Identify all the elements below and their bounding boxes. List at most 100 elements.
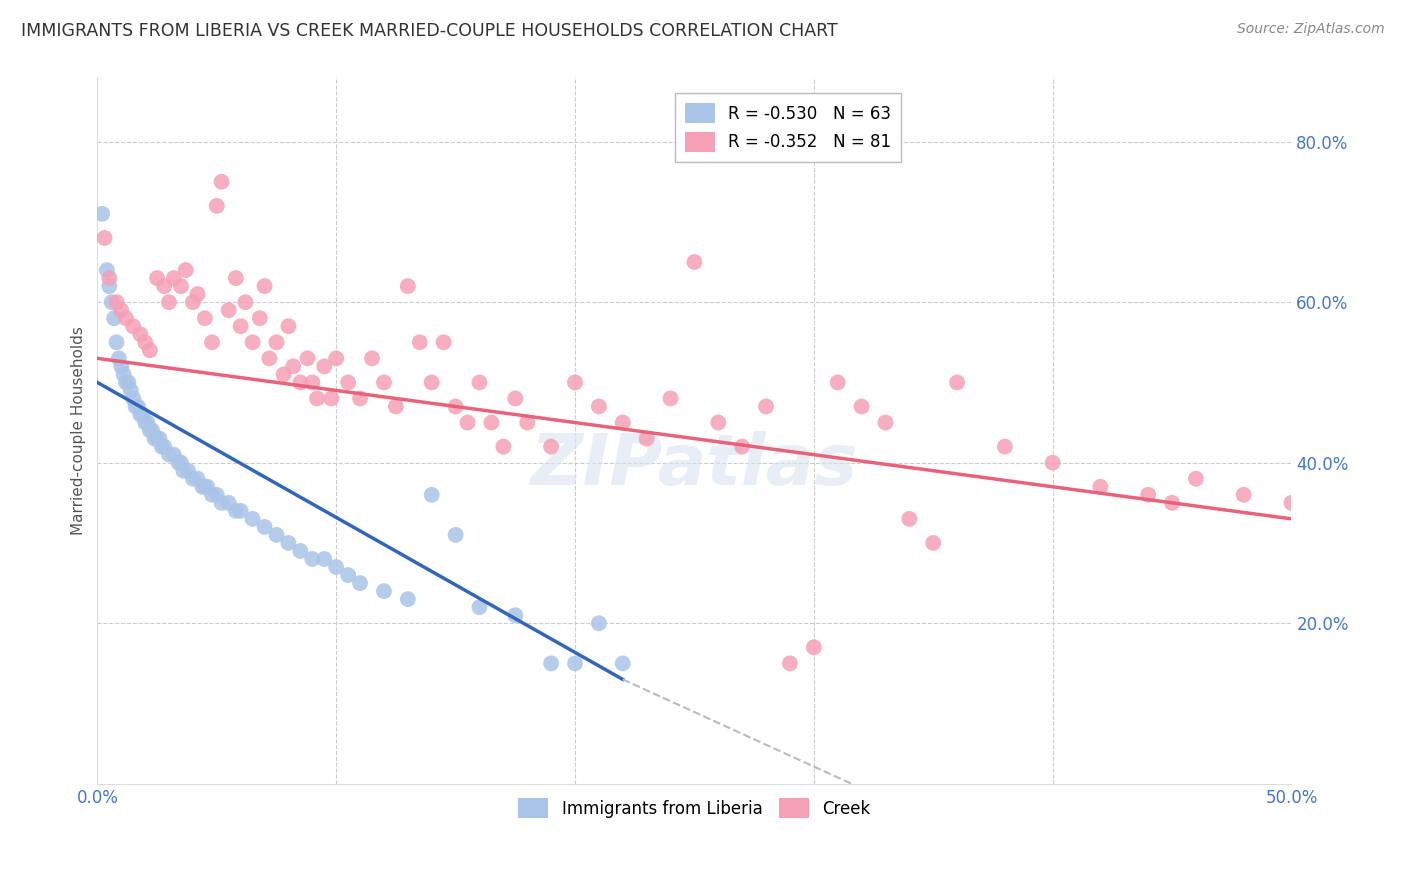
Point xyxy=(91,207,114,221)
Point xyxy=(492,440,515,454)
Point xyxy=(503,392,526,406)
Point xyxy=(898,512,921,526)
Point xyxy=(259,351,281,366)
Point xyxy=(636,432,658,446)
Point xyxy=(194,480,217,494)
Point xyxy=(110,359,132,374)
Point xyxy=(266,335,288,350)
Point xyxy=(235,295,257,310)
Point xyxy=(481,416,503,430)
Point xyxy=(297,351,319,366)
Point xyxy=(588,400,610,414)
Point xyxy=(103,311,125,326)
Point xyxy=(170,279,193,293)
Point xyxy=(468,376,491,390)
Point xyxy=(195,480,218,494)
Point xyxy=(994,440,1017,454)
Point xyxy=(290,376,312,390)
Point xyxy=(851,400,873,414)
Point xyxy=(290,544,312,558)
Point xyxy=(96,263,118,277)
Point xyxy=(266,528,288,542)
Point xyxy=(373,584,395,599)
Point xyxy=(201,335,224,350)
Point xyxy=(177,464,200,478)
Point xyxy=(612,416,634,430)
Text: ZIPatlas: ZIPatlas xyxy=(530,432,858,500)
Point xyxy=(242,335,264,350)
Point xyxy=(283,359,305,374)
Point xyxy=(167,456,190,470)
Point xyxy=(659,392,682,406)
Point xyxy=(229,319,252,334)
Point xyxy=(396,279,419,293)
Point xyxy=(117,376,139,390)
Point xyxy=(98,271,121,285)
Point xyxy=(444,528,467,542)
Point xyxy=(225,271,247,285)
Point xyxy=(191,480,214,494)
Point xyxy=(683,255,706,269)
Point xyxy=(273,368,295,382)
Point xyxy=(827,376,849,390)
Point xyxy=(112,368,135,382)
Point xyxy=(187,472,209,486)
Point xyxy=(516,416,538,430)
Point xyxy=(301,552,323,566)
Point xyxy=(337,376,360,390)
Point xyxy=(409,335,432,350)
Point xyxy=(153,440,176,454)
Point xyxy=(946,376,969,390)
Point xyxy=(181,472,204,486)
Point xyxy=(253,279,276,293)
Point xyxy=(755,400,778,414)
Point xyxy=(134,416,156,430)
Point xyxy=(105,295,128,310)
Point xyxy=(157,448,180,462)
Point xyxy=(122,319,145,334)
Point xyxy=(150,440,173,454)
Point xyxy=(307,392,329,406)
Point xyxy=(396,592,419,607)
Point xyxy=(1233,488,1256,502)
Point xyxy=(201,488,224,502)
Point xyxy=(242,512,264,526)
Point xyxy=(540,657,562,671)
Point xyxy=(249,311,271,326)
Point xyxy=(100,295,122,310)
Point xyxy=(163,271,186,285)
Point xyxy=(148,432,170,446)
Point xyxy=(779,657,801,671)
Point xyxy=(349,392,371,406)
Point xyxy=(211,175,233,189)
Point xyxy=(277,319,299,334)
Point xyxy=(420,488,443,502)
Point xyxy=(115,311,138,326)
Point xyxy=(110,303,132,318)
Point xyxy=(564,376,586,390)
Point xyxy=(540,440,562,454)
Point xyxy=(468,600,491,615)
Point xyxy=(444,400,467,414)
Point xyxy=(503,608,526,623)
Point xyxy=(205,488,228,502)
Point xyxy=(1161,496,1184,510)
Point xyxy=(108,351,131,366)
Point xyxy=(325,351,347,366)
Point xyxy=(588,616,610,631)
Point xyxy=(205,199,228,213)
Point xyxy=(707,416,730,430)
Point xyxy=(129,408,152,422)
Point xyxy=(129,327,152,342)
Point xyxy=(731,440,754,454)
Text: IMMIGRANTS FROM LIBERIA VS CREEK MARRIED-COUPLE HOUSEHOLDS CORRELATION CHART: IMMIGRANTS FROM LIBERIA VS CREEK MARRIED… xyxy=(21,22,838,40)
Point xyxy=(1281,496,1303,510)
Point xyxy=(875,416,897,430)
Point xyxy=(115,376,138,390)
Point xyxy=(229,504,252,518)
Point xyxy=(1185,472,1208,486)
Point xyxy=(301,376,323,390)
Point xyxy=(457,416,479,430)
Point xyxy=(187,287,209,301)
Point xyxy=(1090,480,1112,494)
